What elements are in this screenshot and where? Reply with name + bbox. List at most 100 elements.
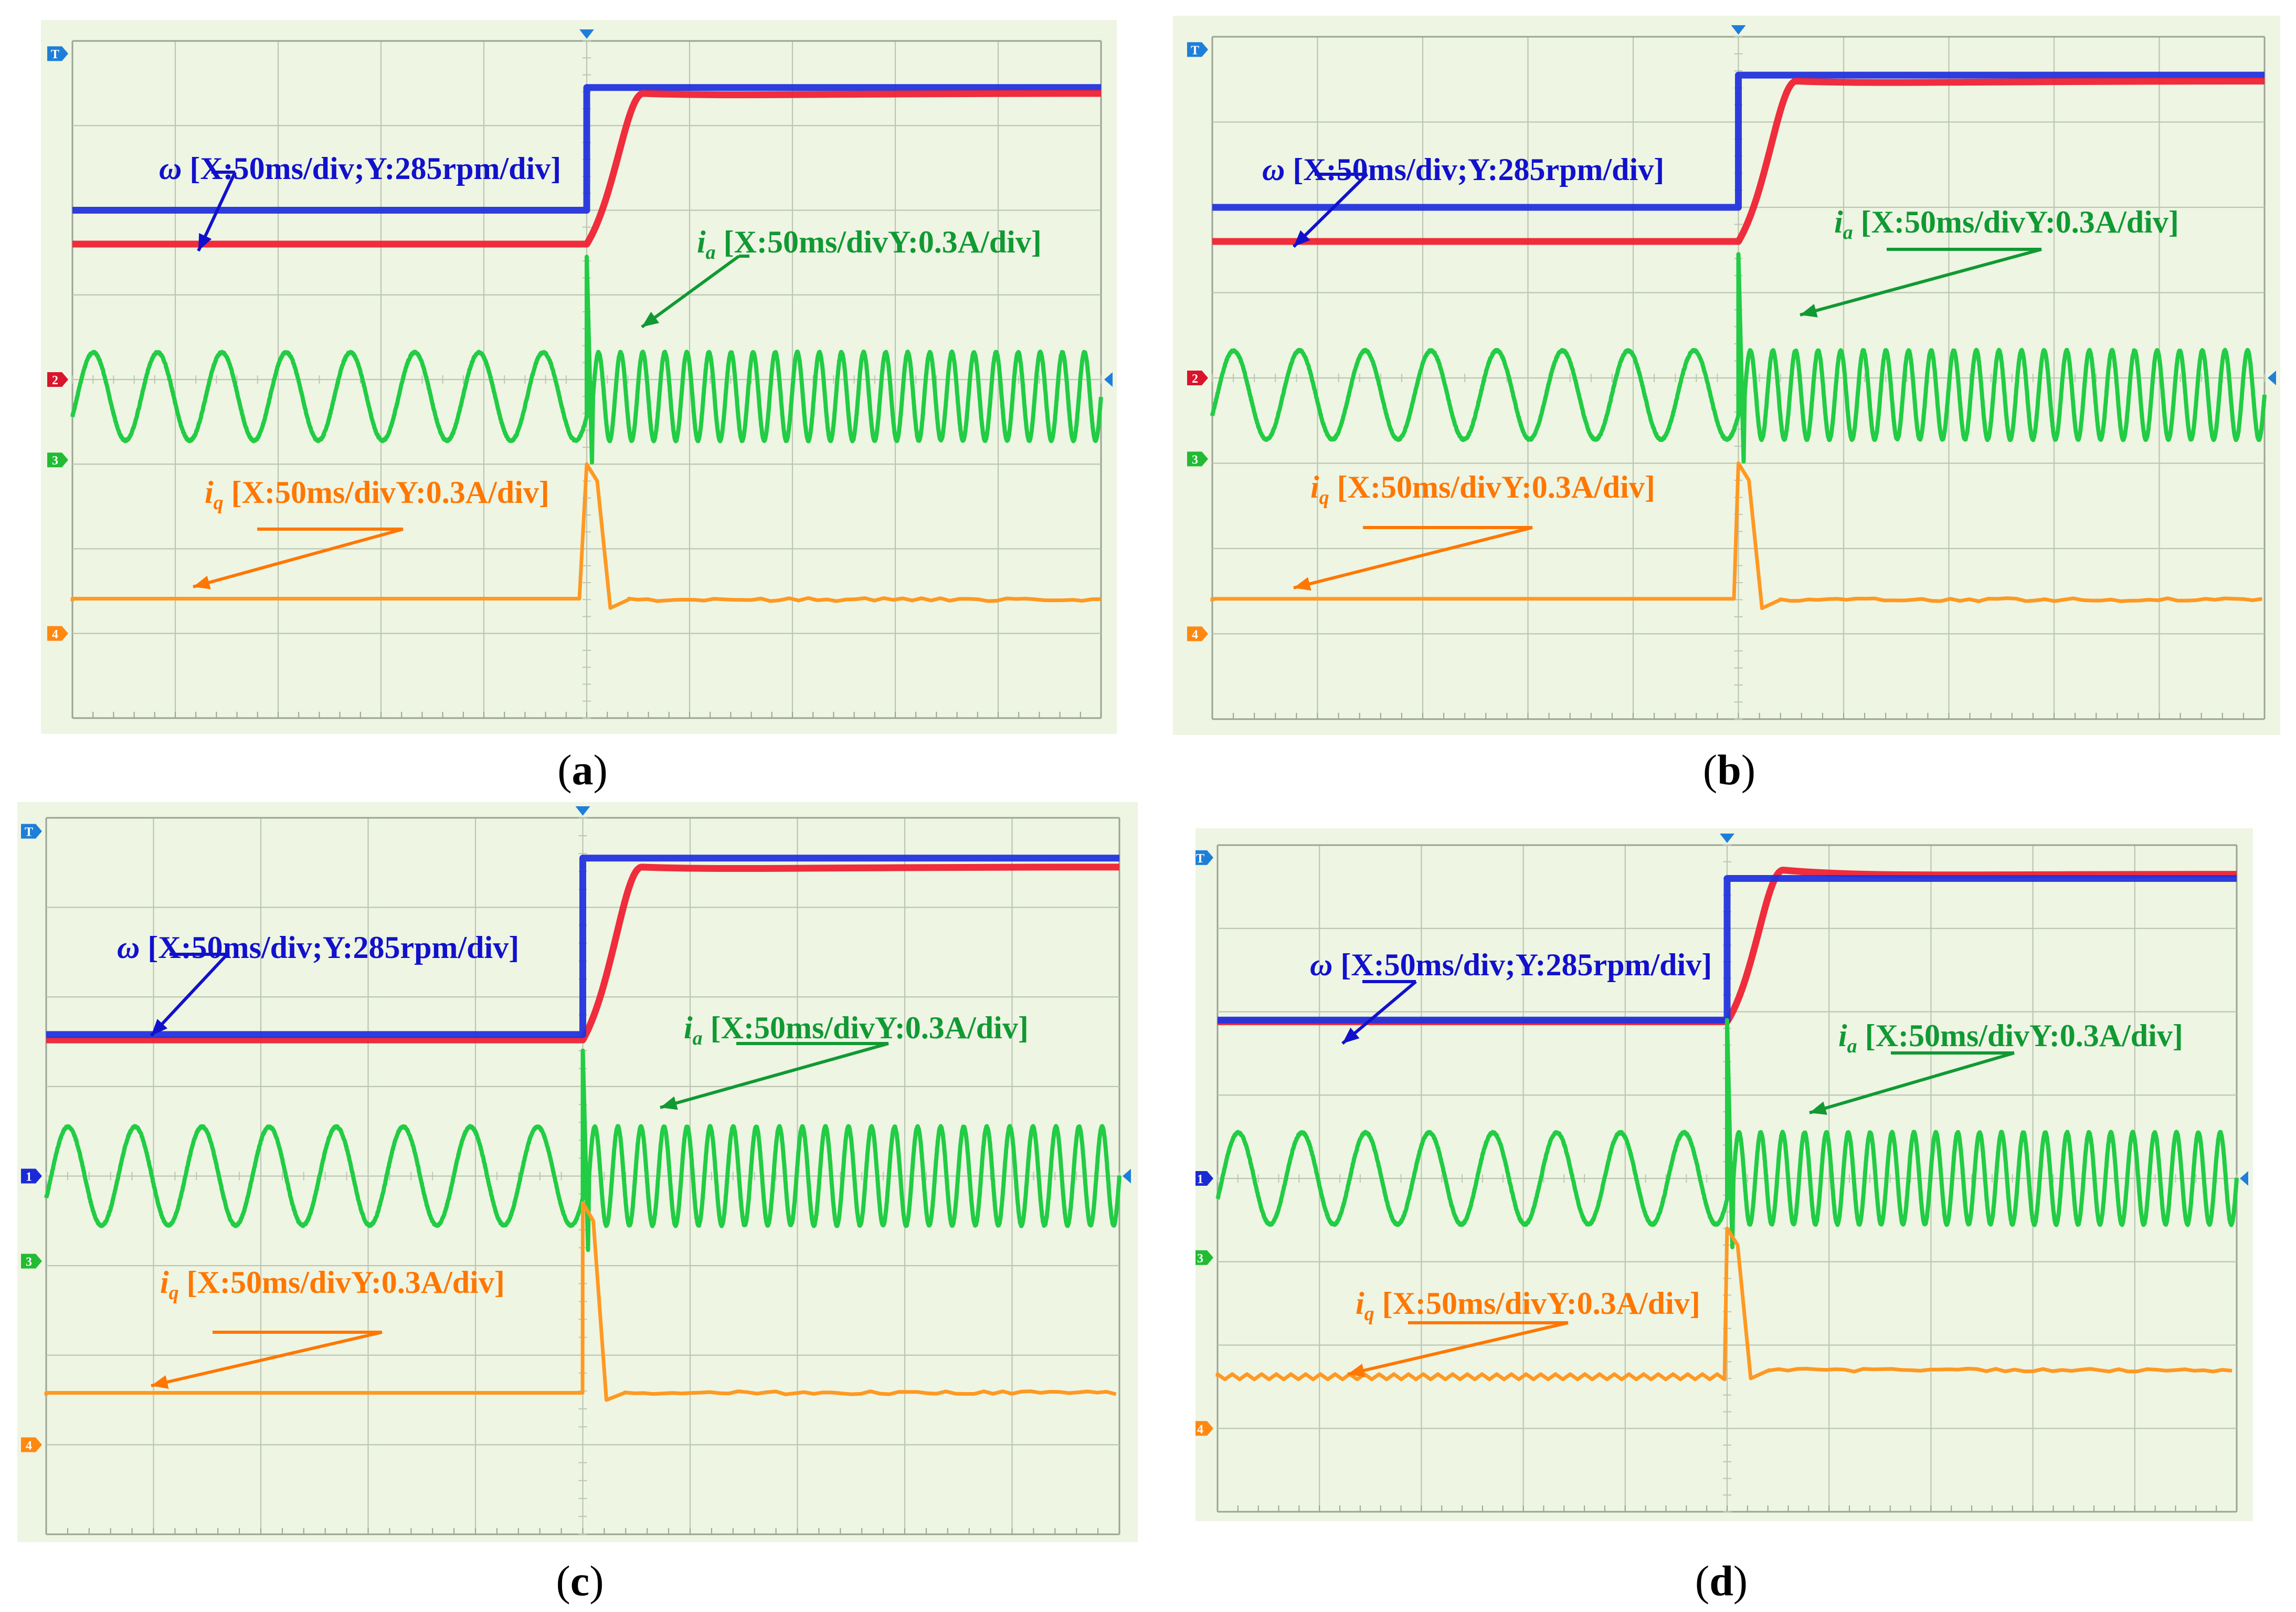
label-ia: ia [X:50ms/divY:0.3A/div] bbox=[1809, 1018, 2183, 1115]
caption-b: (b) bbox=[1702, 746, 1756, 794]
channel-marker-T-label: T bbox=[1191, 44, 1199, 57]
label-iq-text: iq [X:50ms/divY:0.3A/div] bbox=[1356, 1286, 1700, 1325]
channel-marker-T-label: T bbox=[1196, 852, 1204, 866]
label-ia-arrow-shaft bbox=[660, 1042, 889, 1109]
label-iq: iq [X:50ms/divY:0.3A/div] bbox=[193, 475, 549, 589]
channel-marker-3: 3 bbox=[1187, 451, 1208, 467]
channel-marker-2-label: 2 bbox=[52, 374, 58, 387]
channel-marker-T-shape bbox=[1187, 42, 1208, 57]
oscilloscope-panel-a: T 2 3 4 ω [X:50ms/div;Y:285rpm/div] ia [X:50m… bbox=[41, 20, 1117, 734]
caption-a: (a) bbox=[557, 746, 608, 794]
channel-marker-4: 4 bbox=[21, 1437, 42, 1452]
label-omega: ω [X:50ms/div;Y:285rpm/div] bbox=[117, 930, 519, 1037]
channel-marker-4: 4 bbox=[1187, 626, 1208, 642]
label-omega-arrow-head bbox=[198, 233, 212, 251]
label-iq-arrow-head bbox=[193, 575, 211, 589]
channel-marker-3-shape bbox=[47, 452, 68, 468]
trace-speed_measured bbox=[72, 90, 1102, 248]
grid bbox=[45, 817, 1120, 1535]
trace-q_current bbox=[1210, 461, 2263, 610]
channel-marker-4-label: 4 bbox=[52, 628, 58, 641]
label-iq: iq [X:50ms/divY:0.3A/div] bbox=[151, 1265, 505, 1389]
channel-marker-1-label: 1 bbox=[26, 1171, 32, 1184]
screen-background bbox=[41, 20, 1117, 734]
oscilloscope-panel-b: T 2 3 4 ω [X:50ms/div;Y:285rpm/div] ia [X:50m… bbox=[1173, 16, 2280, 735]
channel-marker-3-shape bbox=[1195, 1250, 1213, 1265]
label-ia-text: ia [X:50ms/divY:0.3A/div] bbox=[684, 1010, 1029, 1049]
channel-marker-3-label: 3 bbox=[1192, 453, 1198, 467]
channel-marker-4-shape bbox=[1195, 1421, 1213, 1436]
label-omega: ω [X:50ms/div;Y:285rpm/div] bbox=[1262, 152, 1664, 248]
channel-marker-3-label: 3 bbox=[1197, 1252, 1203, 1266]
channel-marker-T: T bbox=[21, 824, 42, 839]
trigger-level-right bbox=[1104, 372, 1113, 387]
channel-marker-T-label: T bbox=[25, 826, 33, 839]
channel-marker-2-shape bbox=[47, 372, 68, 387]
trace-speed_reference bbox=[1212, 71, 2265, 211]
label-omega-arrow-head bbox=[1294, 230, 1310, 247]
screen-background bbox=[17, 802, 1138, 1542]
trace-phase_current bbox=[1215, 1018, 2239, 1249]
channel-marker-3-label: 3 bbox=[52, 454, 58, 468]
channel-marker-4-shape bbox=[21, 1437, 42, 1452]
label-omega-text: ω [X:50ms/div;Y:285rpm/div] bbox=[159, 151, 561, 186]
trigger-level-right bbox=[2240, 1171, 2248, 1186]
trace-q_current bbox=[44, 1201, 1117, 1402]
trace-speed_measured bbox=[46, 863, 1120, 1044]
label-ia-arrow-head bbox=[660, 1096, 678, 1110]
trace-speed_reference bbox=[46, 855, 1119, 1038]
label-iq-arrow-shaft bbox=[151, 1331, 383, 1387]
channel-marker-T-label: T bbox=[51, 48, 59, 61]
trace-q_current bbox=[70, 462, 1102, 610]
label-iq: iq [X:50ms/divY:0.3A/div] bbox=[1293, 470, 1655, 591]
channel-marker-4-label: 4 bbox=[1192, 628, 1198, 642]
channel-marker-3-shape bbox=[21, 1253, 42, 1269]
channel-marker-4-shape bbox=[47, 626, 68, 641]
label-omega-arrow-shaft bbox=[150, 953, 229, 1037]
channel-marker-T: T bbox=[1195, 850, 1213, 866]
label-omega-text: ω [X:50ms/div;Y:285rpm/div] bbox=[1310, 947, 1712, 982]
label-iq-text: iq [X:50ms/divY:0.3A/div] bbox=[205, 475, 549, 514]
label-ia-text: ia [X:50ms/divY:0.3A/div] bbox=[1834, 205, 2179, 244]
trace-speed_measured bbox=[1212, 78, 2265, 245]
oscilloscope-panel-c: T 1 3 4 ω [X:50ms/div;Y:285rpm/div] ia [X:50m… bbox=[17, 802, 1138, 1542]
label-ia-arrow-shaft bbox=[1809, 1051, 2015, 1114]
channel-marker-2-label: 2 bbox=[1192, 372, 1198, 386]
label-omega-text: ω [X:50ms/div;Y:285rpm/div] bbox=[117, 930, 519, 965]
trigger-marker-top bbox=[579, 29, 594, 39]
label-ia-text: ia [X:50ms/divY:0.3A/div] bbox=[1838, 1018, 2183, 1057]
label-iq-text: iq [X:50ms/divY:0.3A/div] bbox=[160, 1265, 505, 1304]
channel-marker-4-shape bbox=[1187, 626, 1208, 641]
channel-marker-2-shape bbox=[1187, 371, 1208, 385]
channel-marker-4: 4 bbox=[1195, 1421, 1213, 1436]
channel-marker-4: 4 bbox=[47, 626, 68, 641]
caption-d: (d) bbox=[1695, 1557, 1748, 1605]
channel-marker-T-shape bbox=[47, 46, 68, 61]
label-ia: ia [X:50ms/divY:0.3A/div] bbox=[1800, 205, 2179, 318]
label-omega-arrow-head bbox=[151, 1019, 168, 1036]
label-ia-arrow-head bbox=[1810, 1101, 1827, 1115]
label-ia-arrow-head bbox=[642, 311, 660, 327]
trigger-level-right bbox=[1123, 1168, 1131, 1184]
channel-marker-3: 3 bbox=[21, 1253, 42, 1269]
label-ia-arrow-head bbox=[1800, 304, 1818, 318]
trace-speed_reference bbox=[1218, 875, 2237, 1024]
trace-speed_measured bbox=[1218, 867, 2237, 1026]
trigger-level-right bbox=[2268, 371, 2276, 385]
label-iq-arrow-shaft bbox=[1293, 526, 1533, 589]
trace-speed_reference bbox=[72, 84, 1101, 214]
label-iq-arrow-shaft bbox=[193, 528, 404, 588]
channel-marker-T: T bbox=[1187, 42, 1208, 57]
channel-marker-3-shape bbox=[1187, 451, 1208, 467]
trace-phase_current bbox=[44, 1048, 1121, 1252]
label-ia: ia [X:50ms/divY:0.3A/div] bbox=[641, 225, 1042, 329]
label-iq: iq [X:50ms/divY:0.3A/div] bbox=[1347, 1286, 1700, 1377]
label-iq-arrow-shaft bbox=[1347, 1321, 1569, 1376]
label-omega-arrow-shaft bbox=[1292, 173, 1369, 248]
label-ia: ia [X:50ms/divY:0.3A/div] bbox=[660, 1010, 1029, 1110]
trigger-marker-top bbox=[1720, 834, 1734, 843]
label-iq-text: iq [X:50ms/divY:0.3A/div] bbox=[1310, 470, 1655, 509]
label-omega-arrow-head bbox=[1342, 1027, 1360, 1044]
channel-marker-T-shape bbox=[1195, 850, 1213, 865]
channel-marker-3: 3 bbox=[47, 452, 68, 468]
